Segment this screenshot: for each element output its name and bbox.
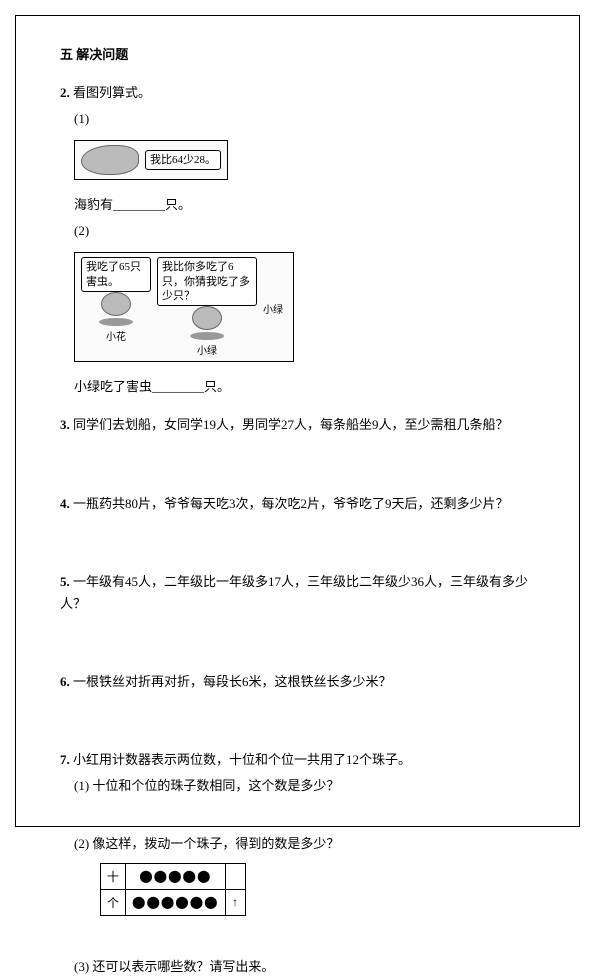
q2-1-bubble: 我比64少28。 <box>145 150 221 170</box>
q2-1-label: (1) <box>74 108 535 130</box>
pv-ones-beads: ⬤⬤⬤⬤⬤⬤ <box>126 890 226 916</box>
pv-row-tens: 十 ⬤⬤⬤⬤⬤ <box>101 864 246 890</box>
q6-text: 一根铁丝对折再对折，每段长6米，这根铁丝长多少米？ <box>73 674 392 689</box>
q6-number: 6. <box>60 674 70 689</box>
question-2: 2. 看图列算式。 (1) 我比64少28。 海豹有________只。 (2)… <box>60 82 535 398</box>
frog-left-block: 我吃了65只害虫。 小花 <box>81 257 151 343</box>
lilypad-left-icon <box>99 318 133 326</box>
question-4: 4. 一瓶药共80片，爷爷每天吃3次，每次吃2片，爷爷吃了9天后，还剩多少片？ <box>60 493 535 555</box>
seal-icon <box>81 145 139 175</box>
q4-workspace <box>60 519 535 555</box>
q7-1-label: (1) <box>74 778 89 793</box>
q5-workspace <box>60 619 535 655</box>
q7-1: (1) 十位和个位的珠子数相同，这个数是多少？ <box>74 775 535 797</box>
q2-number: 2. <box>60 85 70 100</box>
content-root: 五 解决问题 2. 看图列算式。 (1) 我比64少28。 海豹有_______… <box>60 44 535 978</box>
q4-number: 4. <box>60 496 70 511</box>
lilypad-right-icon <box>190 332 224 340</box>
page-title: 五 解决问题 <box>60 44 535 66</box>
frog-right-block: 我比你多吃了6只，你猜我吃了多少只？ 小绿 <box>157 257 257 357</box>
q2-2-blank: 小绿吃了害虫________只。 <box>74 376 535 398</box>
q6-workspace <box>60 697 535 733</box>
q2-text: 看图列算式。 <box>73 85 151 100</box>
q7-2: (2) 像这样，拨动一个珠子，得到的数是多少？ <box>74 833 535 855</box>
q5-number: 5. <box>60 574 70 589</box>
frog-left-icon <box>101 292 131 316</box>
q7-intro: 小红用计数器表示两位数，十位和个位一共用了12个珠子。 <box>73 752 411 767</box>
pv-tens-beads: ⬤⬤⬤⬤⬤ <box>126 864 226 890</box>
pv-row-ones: 个 ⬤⬤⬤⬤⬤⬤ ↑ <box>101 890 246 916</box>
q7-2-workspace <box>60 924 535 952</box>
q7-3: (3) 还可以表示哪些数？请写出来。 <box>74 956 535 978</box>
q7-2-text: 像这样，拨动一个珠子，得到的数是多少？ <box>92 836 339 851</box>
frog-left-name: 小花 <box>106 328 126 343</box>
pv-tens-arrow <box>225 864 245 890</box>
frog-right-name: 小绿 <box>197 342 217 357</box>
q2-1-illustration: 我比64少28。 <box>74 140 228 180</box>
q7-number: 7. <box>60 752 70 767</box>
pv-tens-head: 十 <box>101 864 126 890</box>
frog-extra-label: 小绿 <box>263 301 283 316</box>
q5-text: 一年级有45人，二年级比一年级多17人，三年级比二年级少36人，三年级有多少人？ <box>60 574 528 611</box>
q3-text: 同学们去划船，女同学19人，男同学27人，每条船坐9人，至少需租几条船？ <box>73 417 509 432</box>
question-6: 6. 一根铁丝对折再对折，每段长6米，这根铁丝长多少米？ <box>60 671 535 733</box>
q3-number: 3. <box>60 417 70 432</box>
q2-2-illustration: 我吃了65只害虫。 小花 我比你多吃了6只，你猜我吃了多少只？ 小绿 小绿 <box>74 252 294 362</box>
question-7: 7. 小红用计数器表示两位数，十位和个位一共用了12个珠子。 (1) 十位和个位… <box>60 749 535 978</box>
q2-2-bubble-left: 我吃了65只害虫。 <box>81 257 151 292</box>
q7-1-workspace <box>60 801 535 829</box>
question-5: 5. 一年级有45人，二年级比一年级多17人，三年级比二年级少36人，三年级有多… <box>60 571 535 655</box>
q2-1-blank: 海豹有________只。 <box>74 194 535 216</box>
pv-ones-head: 个 <box>101 890 126 916</box>
q2-2-label: (2) <box>74 220 535 242</box>
q7-3-label: (3) <box>74 959 89 974</box>
question-3: 3. 同学们去划船，女同学19人，男同学27人，每条船坐9人，至少需租几条船？ <box>60 414 535 476</box>
q3-workspace <box>60 441 535 477</box>
q7-3-text: 还可以表示哪些数？请写出来。 <box>92 959 274 974</box>
q7-1-text: 十位和个位的珠子数相同，这个数是多少？ <box>92 778 339 793</box>
section-header: 五 解决问题 <box>60 44 535 66</box>
q2-2-bubble-right: 我比你多吃了6只，你猜我吃了多少只？ <box>157 257 257 306</box>
title-text: 五 解决问题 <box>60 47 128 62</box>
q7-2-label: (2) <box>74 836 89 851</box>
place-value-table: 十 ⬤⬤⬤⬤⬤ 个 ⬤⬤⬤⬤⬤⬤ ↑ <box>100 863 246 916</box>
q2-stem: 2. 看图列算式。 <box>60 82 535 104</box>
pv-ones-arrow: ↑ <box>225 890 245 916</box>
frog-right-icon <box>192 306 222 330</box>
q4-text: 一瓶药共80片，爷爷每天吃3次，每次吃2片，爷爷吃了9天后，还剩多少片？ <box>73 496 509 511</box>
